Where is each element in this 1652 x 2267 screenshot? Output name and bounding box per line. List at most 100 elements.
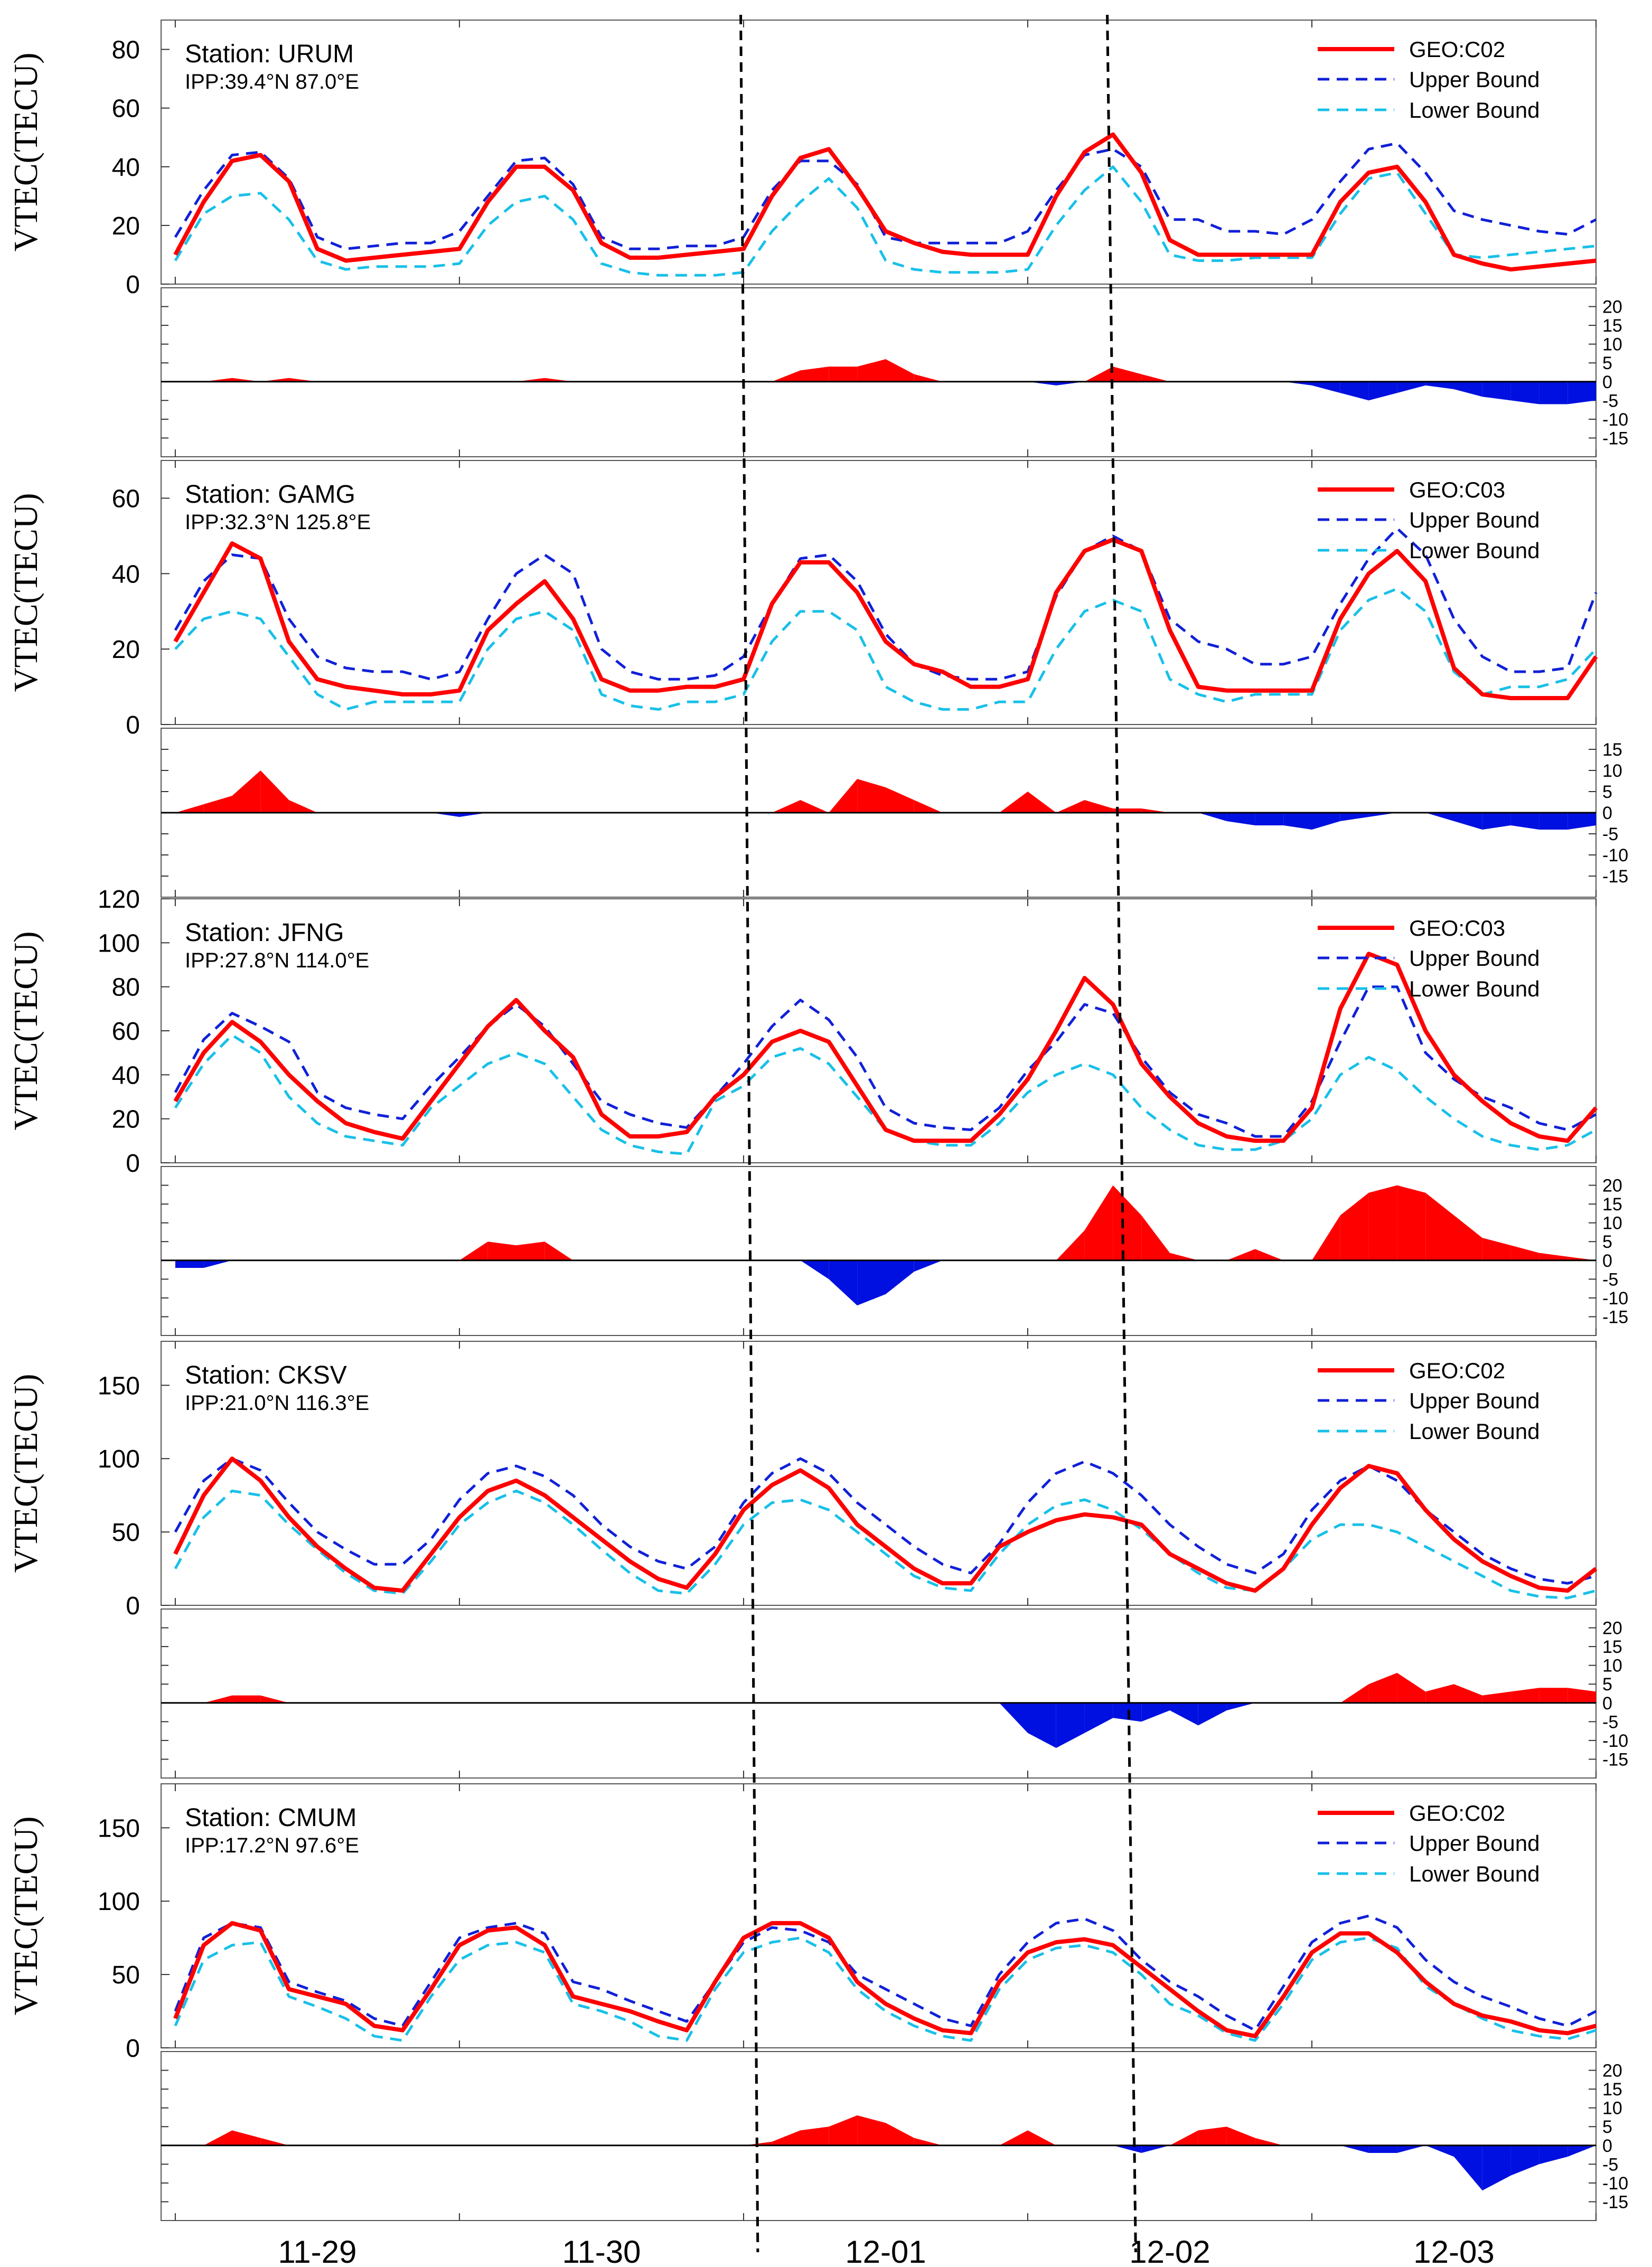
panel-cksv: 050100150VTEC(TECU)20151050-5-10-15Stati…	[7, 1341, 1628, 1779]
y-tick-label: 120	[98, 886, 140, 914]
anomaly-tick-label: -15	[1602, 1307, 1628, 1327]
negative-anomaly-area	[1113, 2145, 1142, 2153]
positive-anomaly-area	[772, 2130, 801, 2146]
y-tick-label: 100	[98, 1888, 140, 1916]
anomaly-tick-label: 15	[1602, 740, 1622, 760]
positive-anomaly-area	[1056, 800, 1085, 813]
y-tick-label: 40	[112, 560, 140, 588]
anomaly-tick-label: 15	[1602, 1637, 1622, 1657]
positive-anomaly-area	[857, 2115, 886, 2146]
positive-anomaly-area	[516, 378, 545, 382]
positive-anomaly-area	[260, 378, 289, 382]
positive-anomaly-area	[232, 378, 261, 382]
event-marker-lines	[739, 14, 1137, 2253]
anomaly-tick-label: 20	[1602, 2061, 1622, 2081]
positive-anomaly-area	[829, 779, 858, 813]
x-tick-label: 12-01	[845, 2234, 926, 2267]
positive-anomaly-area	[1084, 800, 1113, 813]
negative-anomaly-area	[1539, 813, 1568, 830]
y-tick-label: 20	[112, 212, 140, 240]
positive-anomaly-area	[1397, 1672, 1426, 1703]
positive-anomaly-area	[260, 770, 289, 813]
positive-anomaly-area	[1567, 1256, 1596, 1261]
y-tick-label: 0	[126, 1592, 140, 1620]
negative-anomaly-area	[1340, 2145, 1369, 2153]
positive-anomaly-area	[772, 800, 801, 813]
negative-anomaly-area	[1198, 1702, 1227, 1726]
y-tick-label: 20	[112, 1106, 140, 1134]
ipp-label: IPP:32.3°N 125.8°E	[185, 511, 371, 534]
positive-anomaly-area	[1510, 1688, 1540, 1703]
x-axis: 11-29 11-30 12-01 12-02 12-03	[278, 2234, 1494, 2267]
observed-series-line	[173, 1456, 1598, 1593]
negative-anomaly-area	[1084, 1702, 1113, 1733]
legend-upper-bound-label: Upper Bound	[1409, 507, 1540, 532]
station-title: Station: CKSV	[185, 1361, 347, 1389]
positive-anomaly-area	[800, 800, 829, 813]
anomaly-tick-label: -5	[1602, 824, 1618, 844]
legend-observed-label: GEO:C02	[1409, 1801, 1505, 1826]
positive-anomaly-area	[545, 1241, 574, 1261]
positive-anomaly-area	[1567, 1688, 1596, 1703]
upper-bound-line	[174, 1914, 1597, 2032]
main-plot-frame	[161, 1783, 1597, 2048]
positive-anomaly-area	[1113, 366, 1142, 382]
positive-anomaly-area	[1539, 1253, 1568, 1261]
lower-bound-line	[174, 1489, 1597, 1600]
y-tick-label: 60	[112, 1018, 140, 1046]
positive-anomaly-area	[1510, 1245, 1540, 1261]
negative-anomaly-area	[1340, 813, 1369, 821]
positive-anomaly-area	[289, 378, 317, 382]
positive-anomaly-area	[1056, 1230, 1085, 1261]
anomaly-tick-label: 15	[1602, 316, 1622, 336]
positive-anomaly-area	[914, 2138, 943, 2146]
y-axis-label: VTEC(TECU)	[7, 53, 44, 252]
negative-anomaly-area	[1368, 381, 1397, 401]
positive-anomaly-area	[999, 2130, 1028, 2146]
legend: GEO:C02 Upper Bound Lower Bound	[1318, 1358, 1540, 1444]
negative-anomaly-area	[999, 1702, 1028, 1733]
negative-anomaly-area	[1368, 2145, 1397, 2153]
negative-anomaly-area	[1567, 2145, 1596, 2157]
positive-anomaly-area	[1368, 1185, 1397, 1261]
negative-anomaly-area	[1425, 2145, 1454, 2157]
negative-anomaly-area	[1141, 2145, 1170, 2153]
anomaly-tick-label: 0	[1602, 1251, 1612, 1271]
legend-observed-label: GEO:C02	[1409, 1358, 1505, 1383]
negative-anomaly-area	[1482, 381, 1511, 401]
legend-lower-bound-label: Lower Bound	[1409, 98, 1540, 123]
negative-anomaly-area	[1482, 813, 1511, 830]
y-tick-label: 0	[126, 711, 140, 739]
negative-anomaly-area	[1539, 2145, 1568, 2165]
positive-anomaly-area	[1454, 1215, 1482, 1261]
main-plot-frame	[161, 1341, 1597, 1606]
positive-anomaly-area	[1226, 2127, 1255, 2146]
negative-anomaly-area	[857, 1260, 886, 1306]
positive-anomaly-area	[545, 378, 574, 382]
anomaly-tick-label: 5	[1602, 2117, 1612, 2137]
legend-upper-bound-label: Upper Bound	[1409, 67, 1540, 92]
anomaly-tick-label: 5	[1602, 1232, 1612, 1252]
legend-observed-label: GEO:C03	[1409, 477, 1505, 502]
station-title: Station: JFNG	[185, 919, 344, 947]
positive-anomaly-area	[1198, 2127, 1227, 2146]
positive-anomaly-area	[1454, 1684, 1482, 1703]
positive-anomaly-area	[1425, 1684, 1454, 1703]
anomaly-tick-label: -10	[1602, 410, 1628, 430]
positive-anomaly-area	[203, 796, 232, 813]
negative-anomaly-area	[203, 1260, 232, 1268]
y-tick-label: 60	[112, 95, 140, 123]
anomaly-tick-label: 15	[1602, 2080, 1622, 2100]
anomaly-tick-label: -5	[1602, 391, 1618, 411]
anomaly-plot-frame	[161, 1166, 1597, 1336]
legend-observed-label: GEO:C02	[1409, 37, 1505, 62]
positive-anomaly-area	[1141, 1215, 1170, 1261]
positive-anomaly-area	[829, 2115, 858, 2146]
positive-anomaly-area	[1113, 1185, 1142, 1261]
positive-anomaly-area	[1482, 1238, 1511, 1261]
panel-urum: 020406080VTEC(TECU)20151050-5-10-15Stati…	[7, 20, 1628, 457]
anomaly-tick-label: -10	[1602, 1288, 1628, 1309]
positive-anomaly-area	[459, 1241, 488, 1261]
anomaly-tick-label: -15	[1602, 867, 1628, 887]
negative-anomaly-area	[1340, 381, 1369, 401]
